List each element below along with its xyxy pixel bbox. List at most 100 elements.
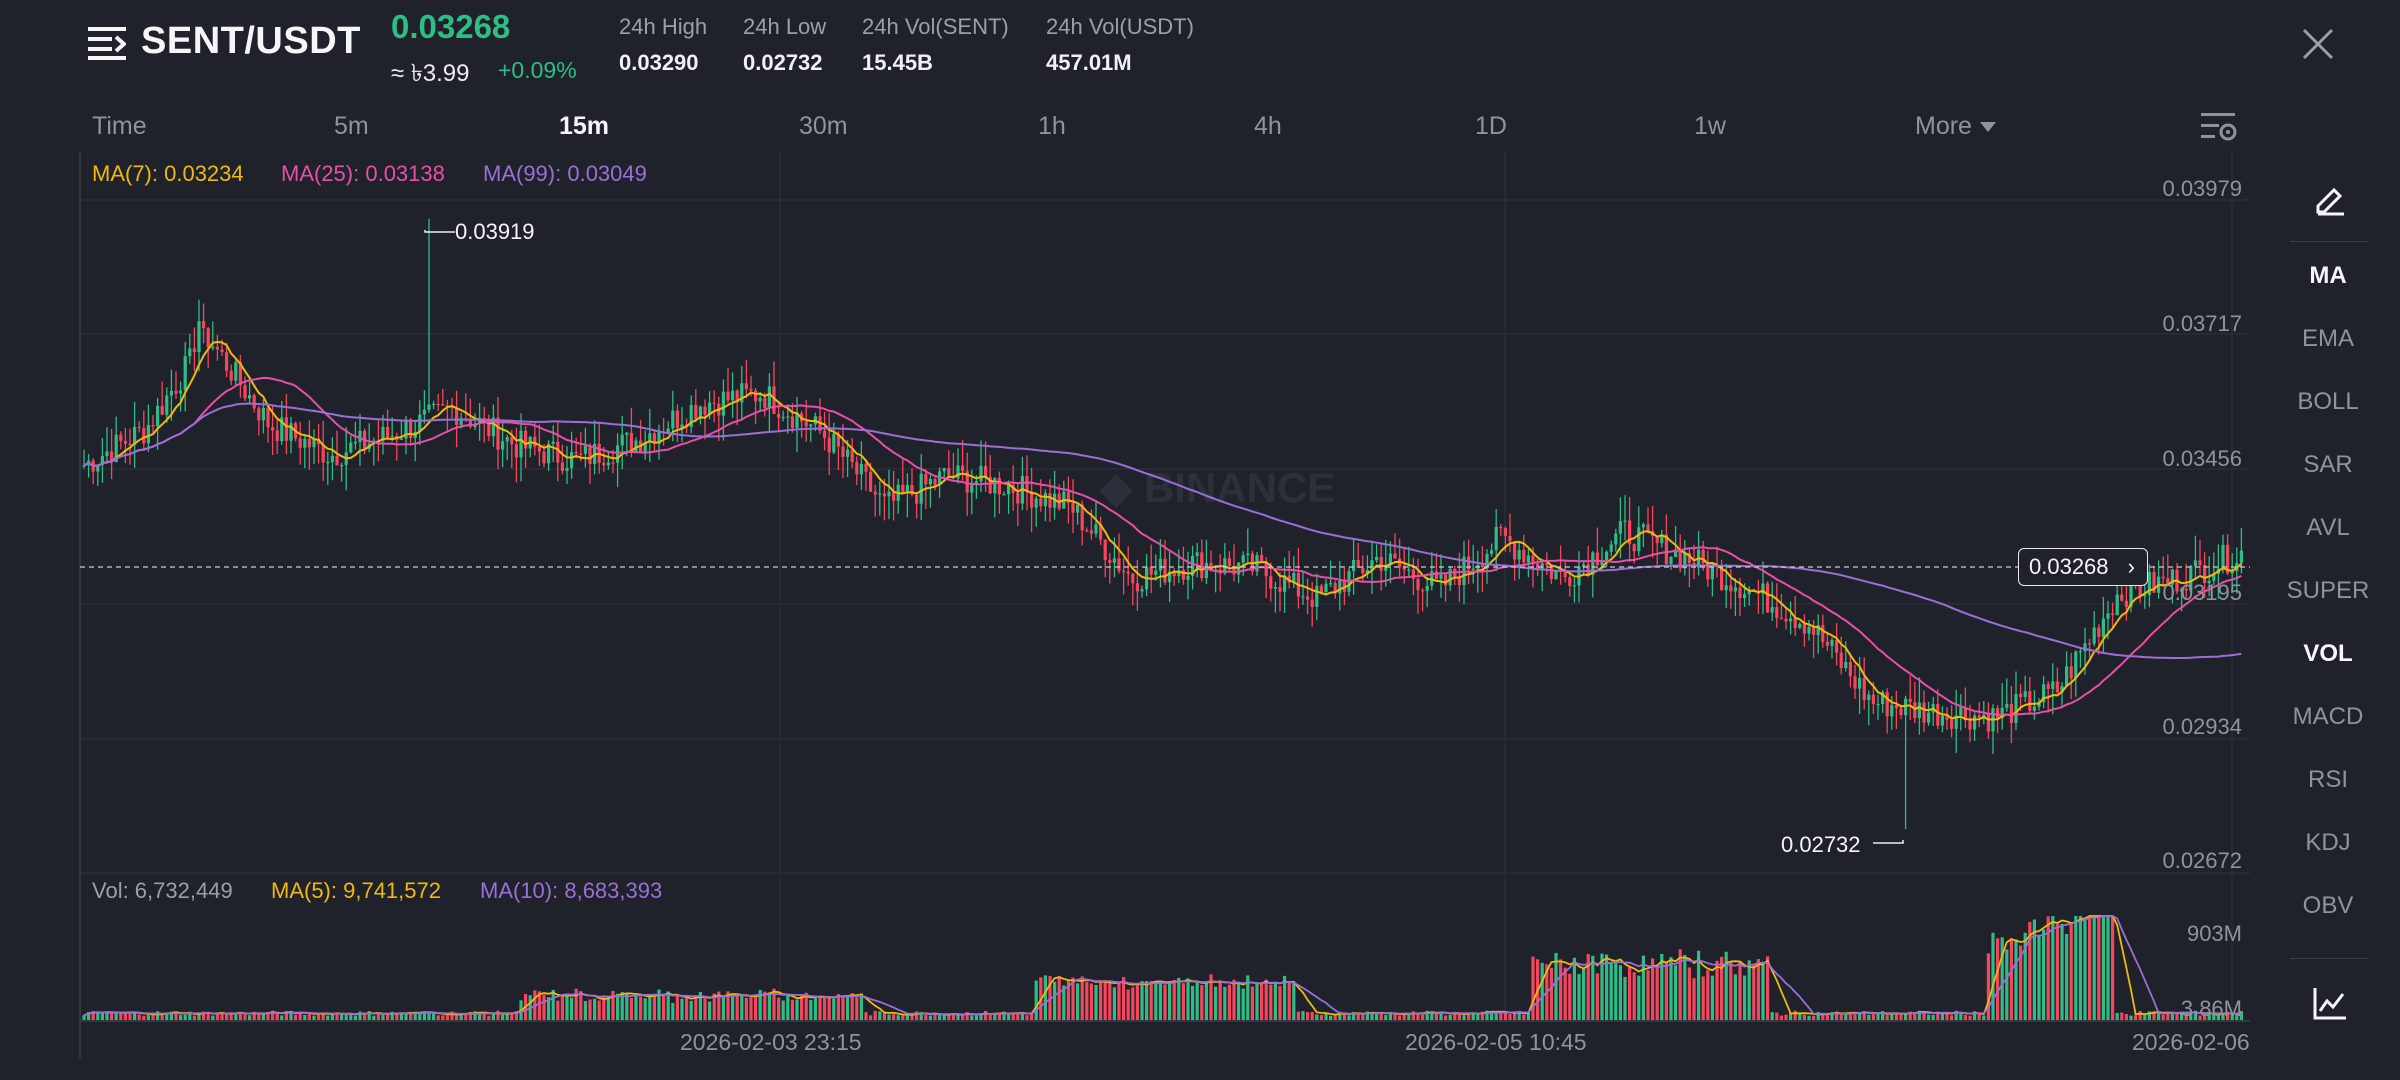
current-price-tag[interactable]: 0.03268 › xyxy=(2018,548,2148,586)
ma-lines xyxy=(83,340,2243,721)
indicator-obv[interactable]: OBV xyxy=(2302,892,2354,919)
tab-4h[interactable]: 4h xyxy=(1254,112,1282,140)
volume-bar xyxy=(1572,957,1576,1020)
candle-body xyxy=(1986,714,1990,732)
candle-body xyxy=(2101,618,2105,637)
volume-bar xyxy=(1361,1013,1365,1020)
candle-body xyxy=(1807,626,1811,634)
volume-bar xyxy=(1099,980,1103,1020)
indicator-macd[interactable]: MACD xyxy=(2292,703,2364,730)
volume-bar xyxy=(110,1013,114,1020)
volume-bar xyxy=(1844,1013,1848,1020)
candle-body xyxy=(574,452,578,454)
volume-bar xyxy=(772,988,776,1020)
indicator-ma[interactable]: MA xyxy=(2309,262,2347,289)
volume-bar xyxy=(1425,1010,1429,1020)
volume-bar xyxy=(1319,1014,1323,1020)
chart-settings-icon[interactable] xyxy=(2200,110,2238,144)
candle-body xyxy=(602,462,606,466)
tab-more[interactable]: More xyxy=(1915,112,1996,141)
stat-label-high: 24h High xyxy=(619,14,708,39)
tab-1d[interactable]: 1D xyxy=(1475,112,1507,140)
tab-1w[interactable]: 1w xyxy=(1694,112,1726,140)
volume-bar xyxy=(114,1011,118,1020)
candle-body xyxy=(1848,662,1852,677)
candle-body xyxy=(689,404,693,427)
indicator-kdj[interactable]: KDJ xyxy=(2305,829,2351,856)
volume-bar xyxy=(501,1014,505,1020)
volume-bar xyxy=(1940,1013,1944,1020)
volume-bar xyxy=(2115,1012,2119,1020)
candle-body xyxy=(565,468,569,471)
volume-bar xyxy=(2009,938,2013,1020)
tab-30m[interactable]: 30m xyxy=(799,112,848,140)
indicator-vol[interactable]: VOL xyxy=(2303,640,2353,667)
candle-body xyxy=(827,437,831,453)
candle-body xyxy=(942,468,946,472)
candle-body xyxy=(1825,641,1829,646)
volume-bar xyxy=(2032,919,2036,1020)
menu-icon[interactable] xyxy=(88,25,126,61)
volume-bar xyxy=(606,997,610,1020)
volume-bar xyxy=(717,991,721,1020)
volume-bar xyxy=(1444,1015,1448,1020)
candle-body xyxy=(1135,583,1139,592)
volume-bar xyxy=(1885,1015,1889,1020)
volume-bar xyxy=(1375,1013,1379,1020)
indicator-boll[interactable]: BOLL xyxy=(2297,388,2359,415)
volume-bar xyxy=(1370,1012,1374,1020)
candle-body xyxy=(1324,583,1328,593)
tab-1h[interactable]: 1h xyxy=(1038,112,1066,140)
candle-body xyxy=(726,391,730,401)
candle-body xyxy=(629,432,633,453)
candle-body xyxy=(616,445,620,463)
candlestick-chart[interactable]: ◆ BINANCE xyxy=(0,0,2260,1080)
candle-body xyxy=(1844,662,1848,669)
candle-body xyxy=(643,442,647,453)
candle-body xyxy=(1411,569,1415,579)
volume-bar xyxy=(1333,1014,1337,1020)
draw-pencil-icon[interactable] xyxy=(2312,180,2348,216)
volume-bar xyxy=(988,1015,992,1020)
price-tick: 0.02934 xyxy=(2162,714,2242,739)
candle-body xyxy=(1030,491,1034,508)
candle-body xyxy=(491,417,495,437)
volume-bar xyxy=(2235,1014,2239,1020)
candle-body xyxy=(1356,560,1360,568)
indicator-rsi[interactable]: RSI xyxy=(2307,766,2348,793)
pair-title[interactable]: SENT/USDT xyxy=(141,20,361,62)
candle-body xyxy=(1655,535,1659,544)
indicator-ema[interactable]: EMA xyxy=(2301,325,2354,352)
volume-bar xyxy=(459,1013,463,1020)
candle-body xyxy=(2152,571,2156,593)
candle-body xyxy=(390,436,394,438)
candle-body xyxy=(1503,528,1507,537)
indicator-super[interactable]: SUPER xyxy=(2286,577,2370,604)
candle-body xyxy=(326,461,330,464)
candle-body xyxy=(142,428,146,444)
tab-15m[interactable]: 15m xyxy=(559,112,610,140)
candle-body xyxy=(1444,574,1448,586)
line-chart-icon[interactable] xyxy=(2312,985,2348,1021)
candle-body xyxy=(1858,677,1862,689)
volume-bar xyxy=(2166,1012,2170,1020)
candle-body xyxy=(1154,570,1158,575)
candle-body xyxy=(1678,549,1682,569)
indicator-avl[interactable]: AVL xyxy=(2306,514,2350,541)
candle-body xyxy=(2014,693,2018,724)
volume-bar xyxy=(298,1011,302,1020)
volume-bar xyxy=(1094,984,1098,1020)
candle-body xyxy=(1398,558,1402,568)
tab-time[interactable]: Time xyxy=(92,112,147,140)
candles xyxy=(82,218,2243,830)
candle-body xyxy=(1927,712,1931,723)
candle-body xyxy=(648,433,652,443)
tab-5m[interactable]: 5m xyxy=(334,112,369,140)
candle-body xyxy=(1733,587,1737,592)
candle-body xyxy=(501,441,505,450)
close-icon[interactable] xyxy=(2300,26,2336,62)
volume-bar xyxy=(1062,985,1066,1020)
indicator-sar[interactable]: SAR xyxy=(2303,451,2353,478)
volume-bar xyxy=(1421,1014,1425,1020)
volume-bar xyxy=(1315,1014,1319,1020)
